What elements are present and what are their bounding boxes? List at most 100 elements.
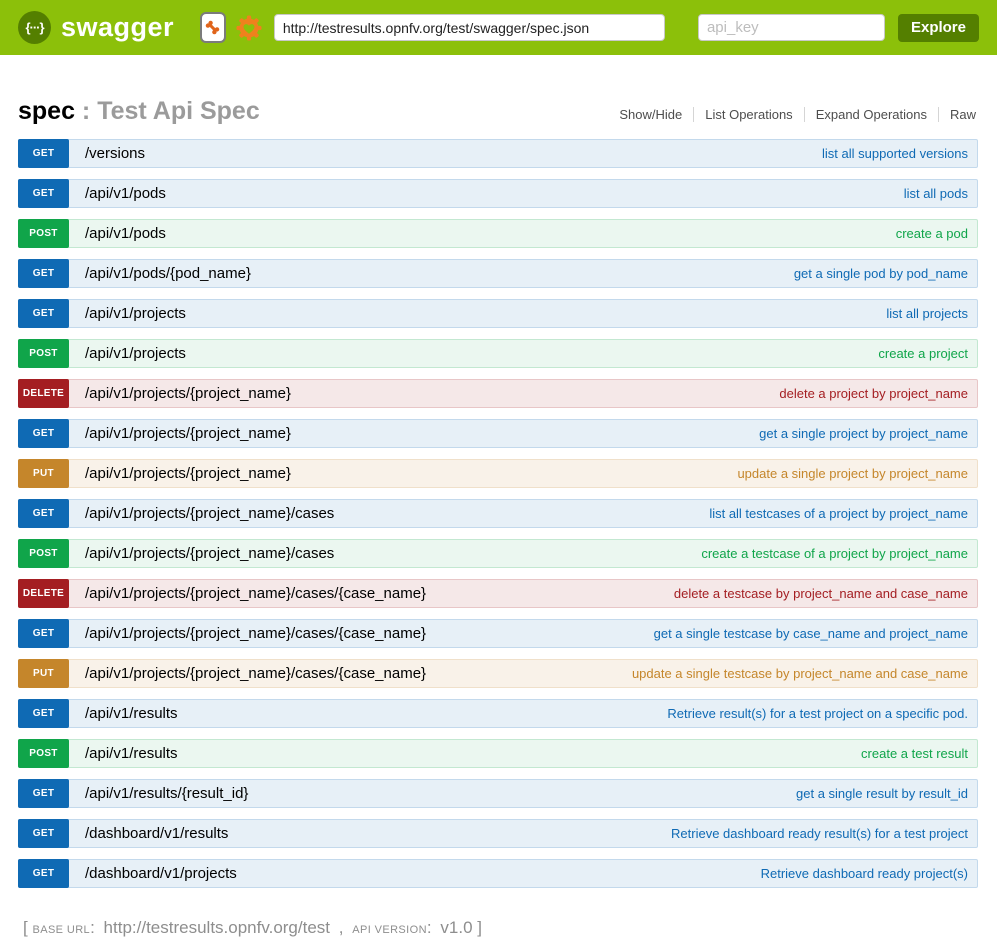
endpoint-row[interactable]: GET /api/v1/pods/{pod_name} get a single… — [18, 259, 978, 288]
endpoint-row[interactable]: POST /api/v1/projects create a project — [18, 339, 978, 368]
endpoint-path[interactable]: /api/v1/projects — [85, 345, 186, 362]
spec-url-input[interactable] — [273, 14, 665, 41]
endpoint-row[interactable]: PUT /api/v1/projects/{project_name} upda… — [18, 459, 978, 488]
swagger-logo[interactable]: {···} swagger — [18, 11, 174, 44]
footer-colon-2: : — [426, 918, 432, 937]
endpoint-description[interactable]: get a single testcase by case_name and p… — [653, 626, 968, 641]
method-badge: GET — [18, 299, 69, 328]
title-separator: : — [74, 97, 98, 125]
method-badge: POST — [18, 219, 69, 248]
endpoint-description[interactable]: list all projects — [886, 306, 968, 321]
endpoint-path[interactable]: /versions — [85, 145, 146, 162]
endpoint-path[interactable]: /api/v1/results — [85, 745, 178, 762]
swagger-logo-icon: {···} — [18, 11, 51, 44]
endpoint-path[interactable]: /api/v1/pods — [85, 185, 166, 202]
toolbar-action-show-hide[interactable]: Show/Hide — [619, 107, 683, 122]
endpoint-row[interactable]: PUT /api/v1/projects/{project_name}/case… — [18, 659, 978, 688]
endpoint-description[interactable]: delete a project by project_name — [779, 386, 968, 401]
toolbar-actions: Show/Hide List Operations Expand Operation… — [608, 107, 978, 122]
endpoint-path[interactable]: /api/v1/projects/{project_name}/cases/{c… — [85, 665, 427, 682]
method-badge: GET — [18, 419, 69, 448]
method-badge: GET — [18, 179, 69, 208]
endpoint-row[interactable]: GET /api/v1/projects list all projects — [18, 299, 978, 328]
endpoint-row[interactable]: GET /api/v1/projects/{project_name}/case… — [18, 619, 978, 648]
endpoint-description[interactable]: update a single testcase by project_name… — [631, 666, 968, 681]
endpoint-description[interactable]: create a project — [878, 346, 968, 361]
endpoint-row[interactable]: GET /api/v1/projects/{project_name}/case… — [18, 499, 978, 528]
endpoint-row[interactable]: POST /api/v1/pods create a pod — [18, 219, 978, 248]
brand-title: swagger — [61, 12, 175, 42]
endpoint-row[interactable]: GET /api/v1/results Retrieve result(s) f… — [18, 699, 978, 728]
method-badge: PUT — [18, 459, 69, 488]
method-badge: DELETE — [18, 379, 69, 408]
endpoint-row[interactable]: POST /api/v1/projects/{project_name}/cas… — [18, 539, 978, 568]
method-badge: GET — [18, 819, 69, 848]
endpoint-path[interactable]: /api/v1/projects/{project_name}/cases/{c… — [85, 585, 427, 602]
footer-base-url-label: base url — [32, 924, 91, 936]
toolbar-action-list-operations[interactable]: List Operations — [693, 107, 804, 122]
endpoint-row[interactable]: DELETE /api/v1/projects/{project_name} d… — [18, 379, 978, 408]
gear-heart-icon — [234, 13, 264, 43]
endpoint-description[interactable]: Retrieve result(s) for a test project on… — [667, 706, 968, 721]
logo-braces-glyph: {···} — [25, 20, 44, 35]
endpoint-path[interactable]: /api/v1/projects/{project_name} — [85, 385, 291, 402]
endpoint-description[interactable]: create a test result — [861, 746, 968, 761]
endpoint-row[interactable]: GET /api/v1/pods list all pods — [18, 179, 978, 208]
endpoint-path[interactable]: /api/v1/pods — [85, 225, 166, 242]
endpoint-description[interactable]: list all pods — [903, 186, 968, 201]
footer-bracket-close: ] — [477, 918, 482, 937]
endpoint-description[interactable]: get a single project by project_name — [759, 426, 968, 441]
footer-api-version: v1.0 — [440, 918, 473, 937]
endpoint-path[interactable]: /api/v1/projects/{project_name}/cases/{c… — [85, 625, 427, 642]
endpoint-path[interactable]: /api/v1/projects/{project_name}/cases — [85, 505, 335, 522]
endpoint-row[interactable]: GET /versions list all supported version… — [18, 139, 978, 168]
footer-comma: , — [338, 918, 344, 937]
endpoint-path[interactable]: /dashboard/v1/projects — [85, 865, 237, 882]
method-badge: GET — [18, 859, 69, 888]
method-badge: GET — [18, 699, 69, 728]
toolbar-action-expand-operations[interactable]: Expand Operations — [803, 107, 938, 122]
api-title: Test Api Spec — [97, 97, 260, 125]
method-badge: GET — [18, 619, 69, 648]
endpoint-description[interactable]: get a single pod by pod_name — [793, 266, 968, 281]
endpoint-row[interactable]: DELETE /api/v1/projects/{project_name}/c… — [18, 579, 978, 608]
endpoint-path[interactable]: /api/v1/results — [85, 705, 178, 722]
endpoint-description[interactable]: Retrieve dashboard ready project(s) — [760, 866, 968, 881]
endpoint-row[interactable]: POST /api/v1/results create a test resul… — [18, 739, 978, 768]
endpoint-description[interactable]: get a single result by result_id — [796, 786, 968, 801]
endpoint-path[interactable]: /api/v1/results/{result_id} — [85, 785, 249, 802]
endpoint-row[interactable]: GET /dashboard/v1/results Retrieve dashb… — [18, 819, 978, 848]
endpoint-description[interactable]: Retrieve dashboard ready result(s) for a… — [671, 826, 968, 841]
method-badge: POST — [18, 539, 69, 568]
wordnik-bone-button[interactable] — [200, 12, 226, 43]
toolbar-action-raw[interactable]: Raw — [937, 107, 978, 122]
endpoint-row[interactable]: GET /api/v1/projects/{project_name} get … — [18, 419, 978, 448]
method-badge: POST — [18, 339, 69, 368]
endpoint-description[interactable]: delete a testcase by project_name and ca… — [673, 586, 968, 601]
footer-bracket-open: [ — [23, 918, 28, 937]
method-badge: GET — [18, 499, 69, 528]
endpoint-path[interactable]: /api/v1/projects — [85, 305, 186, 322]
endpoint-path[interactable]: /api/v1/projects/{project_name} — [85, 425, 291, 442]
endpoint-row[interactable]: GET /dashboard/v1/projects Retrieve dash… — [18, 859, 978, 888]
explore-button[interactable]: Explore — [897, 13, 979, 42]
endpoint-row[interactable]: GET /api/v1/results/{result_id} get a si… — [18, 779, 978, 808]
footer-api-version-label: api version — [352, 924, 427, 936]
endpoint-description[interactable]: create a pod — [895, 226, 968, 241]
endpoint-description[interactable]: list all testcases of a project by proje… — [709, 506, 968, 521]
endpoint-path[interactable]: /dashboard/v1/results — [85, 825, 229, 842]
footer-colon-1: : — [90, 918, 95, 937]
endpoint-path[interactable]: /api/v1/projects/{project_name} — [85, 465, 291, 482]
method-badge: GET — [18, 779, 69, 808]
endpoint-path[interactable]: /api/v1/projects/{project_name}/cases — [85, 545, 335, 562]
endpoint-list: GET /versions list all supported version… — [18, 139, 978, 888]
endpoint-description[interactable]: update a single project by project_name — [737, 466, 968, 481]
method-badge: GET — [18, 259, 69, 288]
endpoint-path[interactable]: /api/v1/pods/{pod_name} — [85, 265, 251, 282]
endpoint-description[interactable]: create a testcase of a project by projec… — [701, 546, 968, 561]
api-name: spec — [18, 97, 75, 125]
endpoint-description[interactable]: list all supported versions — [822, 146, 968, 161]
page-title: spec : Test Api Spec — [18, 97, 260, 126]
api-key-input[interactable] — [697, 14, 885, 41]
titlebar: spec : Test Api Spec Show/Hide List Opera… — [18, 97, 978, 126]
